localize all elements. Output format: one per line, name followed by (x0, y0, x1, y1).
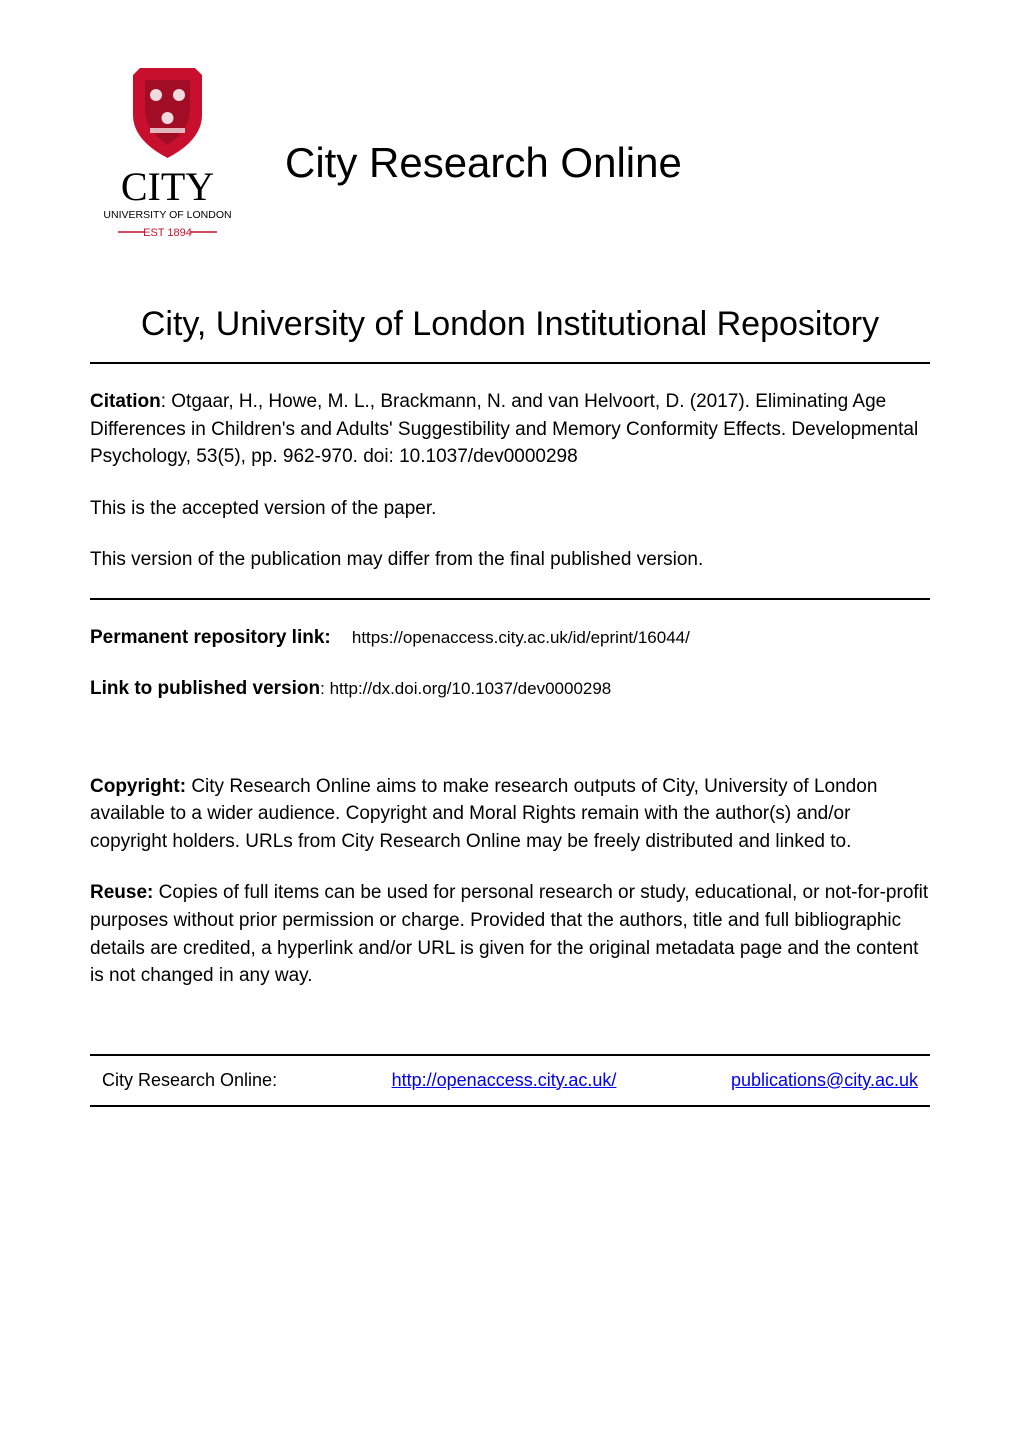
divider-mid (90, 598, 930, 600)
footer-url-link[interactable]: http://openaccess.city.ac.uk/ (392, 1070, 617, 1090)
copyright-text: City Research Online aims to make resear… (90, 776, 877, 852)
city-logo-svg: CITY UNIVERSITY OF LONDON EST 1894 (90, 60, 245, 260)
reuse-section: Reuse: Copies of full items can be used … (90, 879, 930, 989)
copyright-section: Copyright: City Research Online aims to … (90, 773, 930, 856)
citation-label: Citation (90, 391, 161, 412)
main-title: City Research Online (285, 139, 682, 187)
published-version-text: : http://dx.doi.org/10.1037/dev0000298 (320, 679, 611, 698)
footer-email-link[interactable]: publications@city.ac.uk (731, 1070, 918, 1090)
footer-label: City Research Online: (102, 1070, 277, 1091)
version-differ-text: This version of the publication may diff… (90, 546, 930, 574)
logo-est-text: EST 1894 (143, 227, 192, 239)
logo-univ-text: UNIVERSITY OF LONDON (103, 209, 231, 221)
permanent-link-section: Permanent repository link: https://opena… (90, 624, 930, 652)
logo-city-text: CITY (121, 164, 214, 209)
citation-section: Citation: Otgaar, H., Howe, M. L., Brack… (90, 388, 930, 471)
reuse-label: Reuse: (90, 882, 153, 903)
divider-top (90, 362, 930, 364)
divider-footer-bottom (90, 1105, 930, 1107)
accepted-version-text: This is the accepted version of the pape… (90, 495, 930, 523)
footer-row: City Research Online: http://openaccess.… (90, 1056, 930, 1105)
copyright-label: Copyright: (90, 776, 186, 797)
permanent-link-url: https://openaccess.city.ac.uk/id/eprint/… (352, 628, 690, 647)
published-version-label: Link to published version (90, 678, 320, 699)
citation-text: : Otgaar, H., Howe, M. L., Brackmann, N.… (90, 391, 918, 467)
permanent-link-label: Permanent repository link: (90, 627, 331, 648)
university-logo: CITY UNIVERSITY OF LONDON EST 1894 (90, 60, 245, 265)
reuse-text: Copies of full items can be used for per… (90, 882, 928, 986)
header-row: CITY UNIVERSITY OF LONDON EST 1894 City … (90, 60, 930, 265)
published-version-section: Link to published version: http://dx.doi… (90, 675, 930, 703)
repository-title: City, University of London Institutional… (90, 305, 930, 344)
